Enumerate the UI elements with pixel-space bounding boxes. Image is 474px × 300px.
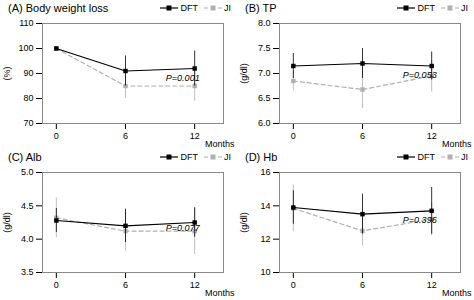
svg-text:12: 12 — [427, 280, 437, 290]
svg-text:100: 100 — [18, 43, 33, 53]
svg-text:12: 12 — [190, 131, 200, 141]
svg-text:80: 80 — [23, 93, 33, 103]
html-text:DFT: DFT — [180, 151, 198, 162]
svg-text:Months: Months — [442, 288, 472, 298]
html-text:JI: JI — [224, 2, 231, 13]
html-text:DFT: DFT — [417, 2, 435, 13]
svg-text:8.0: 8.0 — [258, 18, 271, 28]
svg-text:10: 10 — [260, 267, 270, 277]
svg-text:6: 6 — [360, 280, 365, 290]
svg-text:12: 12 — [427, 131, 437, 141]
html-text:DFT: DFT — [417, 151, 435, 162]
svg-text:0: 0 — [291, 131, 296, 141]
svg-text:5.0: 5.0 — [21, 167, 34, 177]
svg-text:P=0.053: P=0.053 — [403, 70, 437, 80]
svg-text:(g/dl): (g/dl) — [239, 212, 249, 233]
svg-text:P=0.077: P=0.077 — [166, 223, 201, 233]
svg-text:0: 0 — [54, 131, 59, 141]
svg-text:14: 14 — [260, 201, 270, 211]
svg-text:7.0: 7.0 — [258, 68, 271, 78]
svg-text:6: 6 — [360, 131, 365, 141]
svg-text:12: 12 — [190, 280, 200, 290]
html-text:JI: JI — [461, 151, 468, 162]
html-text:JI: JI — [224, 151, 231, 162]
svg-text:3.5: 3.5 — [21, 267, 34, 277]
svg-text:70: 70 — [23, 118, 33, 128]
svg-text:Months: Months — [442, 139, 472, 149]
svg-text:7.5: 7.5 — [258, 43, 271, 53]
html-text:(A) Body weight loss: (A) Body weight loss — [8, 1, 109, 14]
svg-text:Months: Months — [205, 139, 235, 149]
svg-text:(g/dl): (g/dl) — [2, 212, 12, 233]
svg-text:4.5: 4.5 — [21, 201, 34, 211]
svg-text:0: 0 — [291, 280, 296, 290]
svg-text:110: 110 — [19, 18, 33, 28]
svg-text:Months: Months — [205, 288, 235, 298]
html-text:JI: JI — [461, 2, 468, 13]
svg-text:4.0: 4.0 — [21, 234, 34, 244]
svg-text:(%): (%) — [2, 67, 12, 81]
svg-text:P=0.001: P=0.001 — [166, 73, 200, 83]
svg-text:16: 16 — [260, 167, 270, 177]
html-text:DFT: DFT — [180, 2, 198, 13]
svg-text:6: 6 — [123, 280, 128, 290]
html-text:(B) TP: (B) TP — [245, 1, 277, 14]
svg-text:0: 0 — [54, 280, 59, 290]
svg-text:(g/dl): (g/dl) — [239, 63, 249, 84]
svg-text:P=0.396: P=0.396 — [403, 215, 437, 225]
svg-text:90: 90 — [23, 68, 33, 78]
svg-text:12: 12 — [260, 234, 270, 244]
html-text:(D) Hb: (D) Hb — [245, 150, 278, 163]
svg-text:6.5: 6.5 — [258, 93, 271, 103]
svg-text:6: 6 — [123, 131, 128, 141]
html-text:(C) Alb: (C) Alb — [8, 150, 42, 163]
svg-text:6.0: 6.0 — [258, 118, 271, 128]
